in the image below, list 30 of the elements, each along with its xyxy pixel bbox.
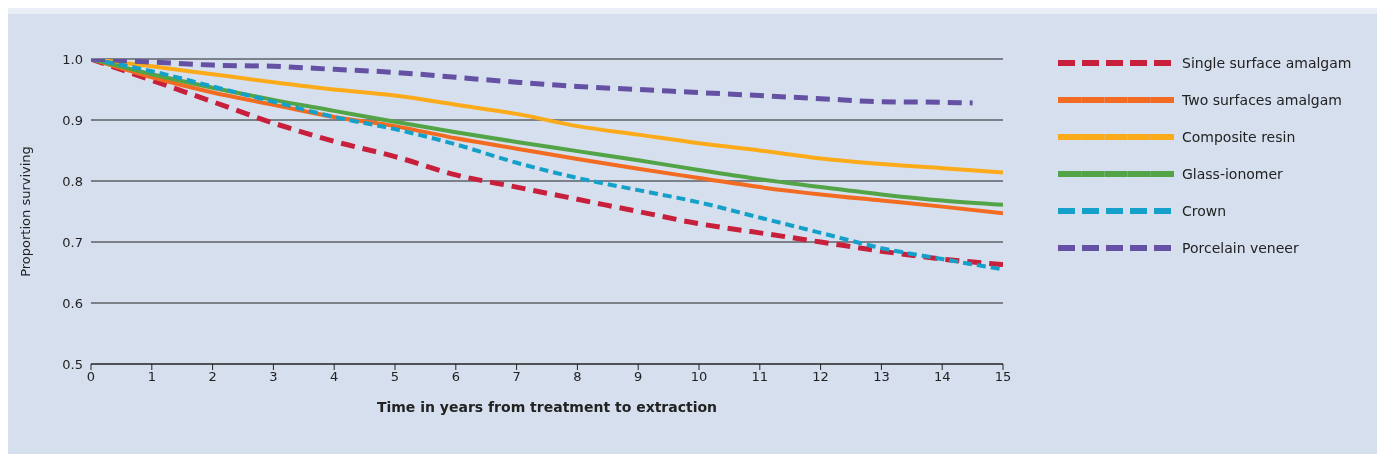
y-tick-label: 0.6: [62, 295, 83, 311]
legend-label: Two surfaces amalgam: [1182, 92, 1342, 108]
x-tick-label: 2: [208, 369, 217, 385]
x-tick-label: 0: [86, 369, 96, 385]
x-tick-label: 1: [147, 369, 156, 385]
y-tick-label: 0.7: [62, 234, 83, 250]
x-tick-label: 8: [573, 369, 582, 385]
legend-label: Composite resin: [1182, 129, 1296, 145]
y-axis-title: Proportion surviving: [17, 146, 33, 277]
y-tick-label: 0.9: [62, 112, 83, 128]
legend-label: Glass-ionomer: [1182, 166, 1283, 182]
y-tick-label: 0.5: [62, 356, 83, 372]
x-tick-label: 9: [634, 369, 643, 385]
legend-label: Porcelain veneer: [1182, 240, 1299, 256]
legend-label: Crown: [1182, 203, 1227, 219]
x-tick-label: 5: [390, 369, 400, 385]
y-tick-label: 1.0: [62, 51, 83, 67]
legend-label: Single surface amalgam: [1182, 55, 1352, 71]
x-tick-label: 6: [451, 369, 460, 385]
x-tick-label: 7: [512, 369, 521, 385]
x-tick-label: 3: [269, 369, 278, 385]
y-tick-label: 0.8: [62, 173, 83, 189]
x-tick-label: 11: [751, 369, 769, 385]
x-tick-label: 15: [994, 369, 1012, 385]
x-tick-label: 13: [873, 369, 890, 385]
x-tick-label: 4: [330, 369, 339, 385]
x-tick-label: 14: [933, 369, 951, 385]
x-tick-label: 12: [812, 369, 829, 385]
x-axis-title: Time in years from treatment to extraction: [376, 399, 718, 415]
x-tick-label: 10: [690, 369, 708, 385]
